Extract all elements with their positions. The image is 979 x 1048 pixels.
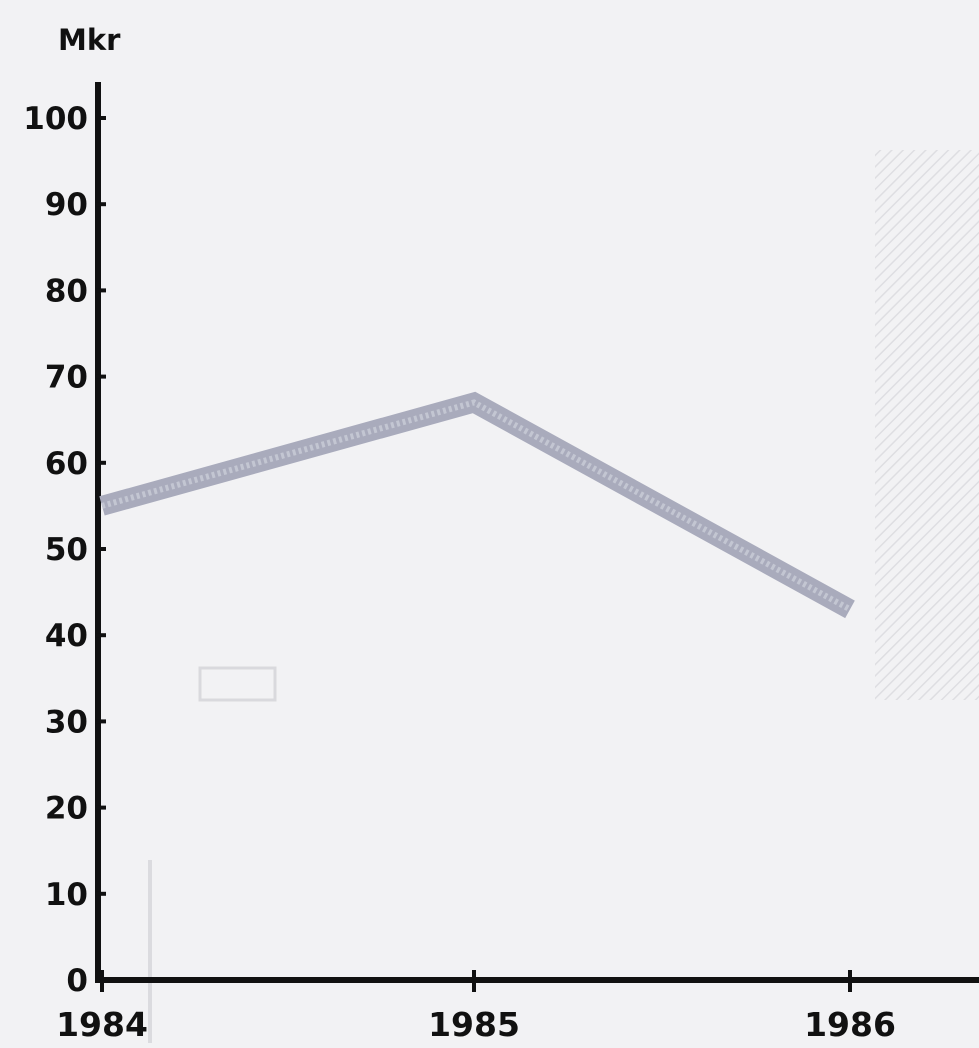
x-tick-label: 1986	[804, 1005, 896, 1043]
y-tick-label: 60	[45, 446, 88, 482]
y-tick-label: 30	[45, 704, 88, 740]
series-line-texture	[102, 402, 850, 609]
y-tick-label: 100	[23, 101, 88, 137]
y-tick-label: 40	[45, 618, 88, 654]
y-axis-label: Mkr	[58, 23, 121, 57]
bleed-hatched-bar	[875, 150, 979, 700]
y-tick-label: 90	[45, 187, 88, 223]
y-tick-label: 20	[45, 791, 88, 827]
bleed-through-decoration	[150, 150, 979, 1043]
y-ticks: 0 10 20 30 40 50 60 70 80 90 100	[23, 101, 106, 999]
y-tick-label: 0	[66, 963, 88, 999]
bleed-legend-box	[200, 668, 275, 700]
y-tick-label: 70	[45, 360, 88, 396]
x-tick-label: 1984	[56, 1005, 148, 1043]
y-tick-label: 50	[45, 532, 88, 568]
x-tick-label: 1985	[428, 1005, 520, 1043]
series-line	[102, 402, 850, 609]
y-tick-label: 80	[45, 273, 88, 309]
y-tick-label: 10	[45, 877, 88, 913]
series-layer	[102, 402, 850, 609]
